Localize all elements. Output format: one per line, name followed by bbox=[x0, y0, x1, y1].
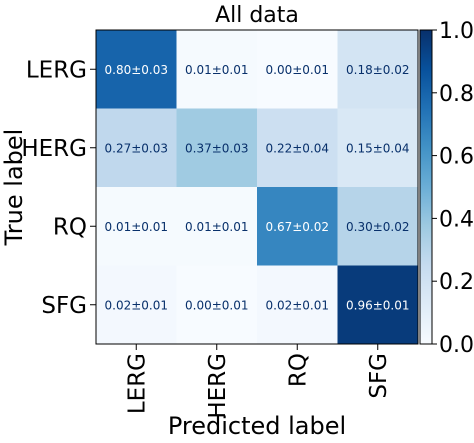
cell-label-3-2: 0.02±0.01 bbox=[266, 298, 330, 312]
y-tick-label-3: SFG bbox=[41, 293, 87, 319]
cell-label-3-3: 0.96±0.01 bbox=[346, 298, 410, 312]
cell-label-2-0: 0.01±0.01 bbox=[105, 220, 169, 234]
cell-label-1-2: 0.22±0.04 bbox=[266, 141, 330, 155]
y-axis-label: True label bbox=[0, 129, 28, 247]
x-tick-label-3: SFG bbox=[366, 353, 392, 399]
cell-label-1-0: 0.27±0.03 bbox=[105, 141, 169, 155]
colorbar-tick-label-3: 0.6 bbox=[439, 145, 474, 170]
cell-label-2-2: 0.67±0.02 bbox=[266, 220, 330, 234]
cell-label-3-0: 0.02±0.01 bbox=[105, 298, 169, 312]
heatmap-cell-0-3 bbox=[337, 30, 419, 109]
heatmap-cell-0-1 bbox=[176, 30, 258, 109]
chart-title: All data bbox=[215, 3, 299, 28]
cell-label-0-0: 0.80±0.03 bbox=[105, 63, 169, 77]
cell-label-0-1: 0.01±0.01 bbox=[185, 63, 249, 77]
cell-label-0-3: 0.18±0.02 bbox=[346, 63, 410, 77]
colorbar-tick-label-1: 0.2 bbox=[439, 270, 474, 295]
cell-label-1-1: 0.37±0.03 bbox=[185, 141, 249, 155]
heatmap-cell-0-0 bbox=[96, 30, 177, 109]
heatmap-cell-2-1 bbox=[176, 187, 258, 266]
plot-frame bbox=[95, 29, 419, 345]
colorbar-ticks: 0.0 0.2 0.4 0.6 0.8 1.0 bbox=[432, 19, 474, 358]
y-axis-ticks: LERG HERG RQ SFG bbox=[21, 57, 96, 319]
colorbar-tick-label-5: 1.0 bbox=[439, 19, 474, 44]
cell-value-labels: 0.80±0.03 0.01±0.01 0.00±0.01 0.18±0.02 0.27… bbox=[105, 63, 410, 313]
x-axis-ticks: LERG HERG RQ SFG bbox=[124, 344, 392, 419]
x-tick-label-2: RQ bbox=[285, 353, 311, 387]
cell-label-3-1: 0.00±0.01 bbox=[185, 298, 249, 312]
heatmap-cell-3-1 bbox=[176, 265, 258, 345]
y-tick-label-2: RQ bbox=[53, 214, 87, 240]
cell-label-0-2: 0.00±0.01 bbox=[266, 63, 330, 77]
colorbar-tick-label-2: 0.4 bbox=[439, 207, 474, 232]
cell-label-2-3: 0.30±0.02 bbox=[346, 220, 410, 234]
x-tick-label-0: LERG bbox=[124, 353, 150, 414]
colorbar-tick-label-4: 0.8 bbox=[439, 82, 474, 107]
cell-label-2-1: 0.01±0.01 bbox=[185, 220, 249, 234]
heatmap-cell-2-3 bbox=[337, 187, 419, 266]
heatmap-cell-3-0 bbox=[96, 265, 177, 345]
heatmap-cell-1-1 bbox=[176, 108, 258, 188]
x-tick-label-1: HERG bbox=[205, 353, 231, 419]
heatmap-cells bbox=[96, 30, 419, 345]
cell-label-1-3: 0.15±0.04 bbox=[346, 141, 410, 155]
y-tick-label-0: LERG bbox=[26, 57, 87, 83]
colorbar-tick-label-0: 0.0 bbox=[439, 333, 474, 358]
heatmap-cell-2-2 bbox=[257, 187, 338, 266]
heatmap-cell-3-2 bbox=[257, 265, 338, 345]
heatmap-cell-1-3 bbox=[337, 108, 419, 188]
heatmap-cell-0-2 bbox=[257, 30, 338, 109]
heatmap-cell-2-0 bbox=[96, 187, 177, 266]
colorbar bbox=[419, 29, 433, 345]
heatmap-cell-1-2 bbox=[257, 108, 338, 188]
x-axis-label: Predicted label bbox=[168, 412, 346, 440]
heatmap-cell-3-3 bbox=[337, 265, 419, 345]
y-tick-label-1: HERG bbox=[21, 136, 87, 162]
heatmap-cell-1-0 bbox=[96, 108, 177, 188]
